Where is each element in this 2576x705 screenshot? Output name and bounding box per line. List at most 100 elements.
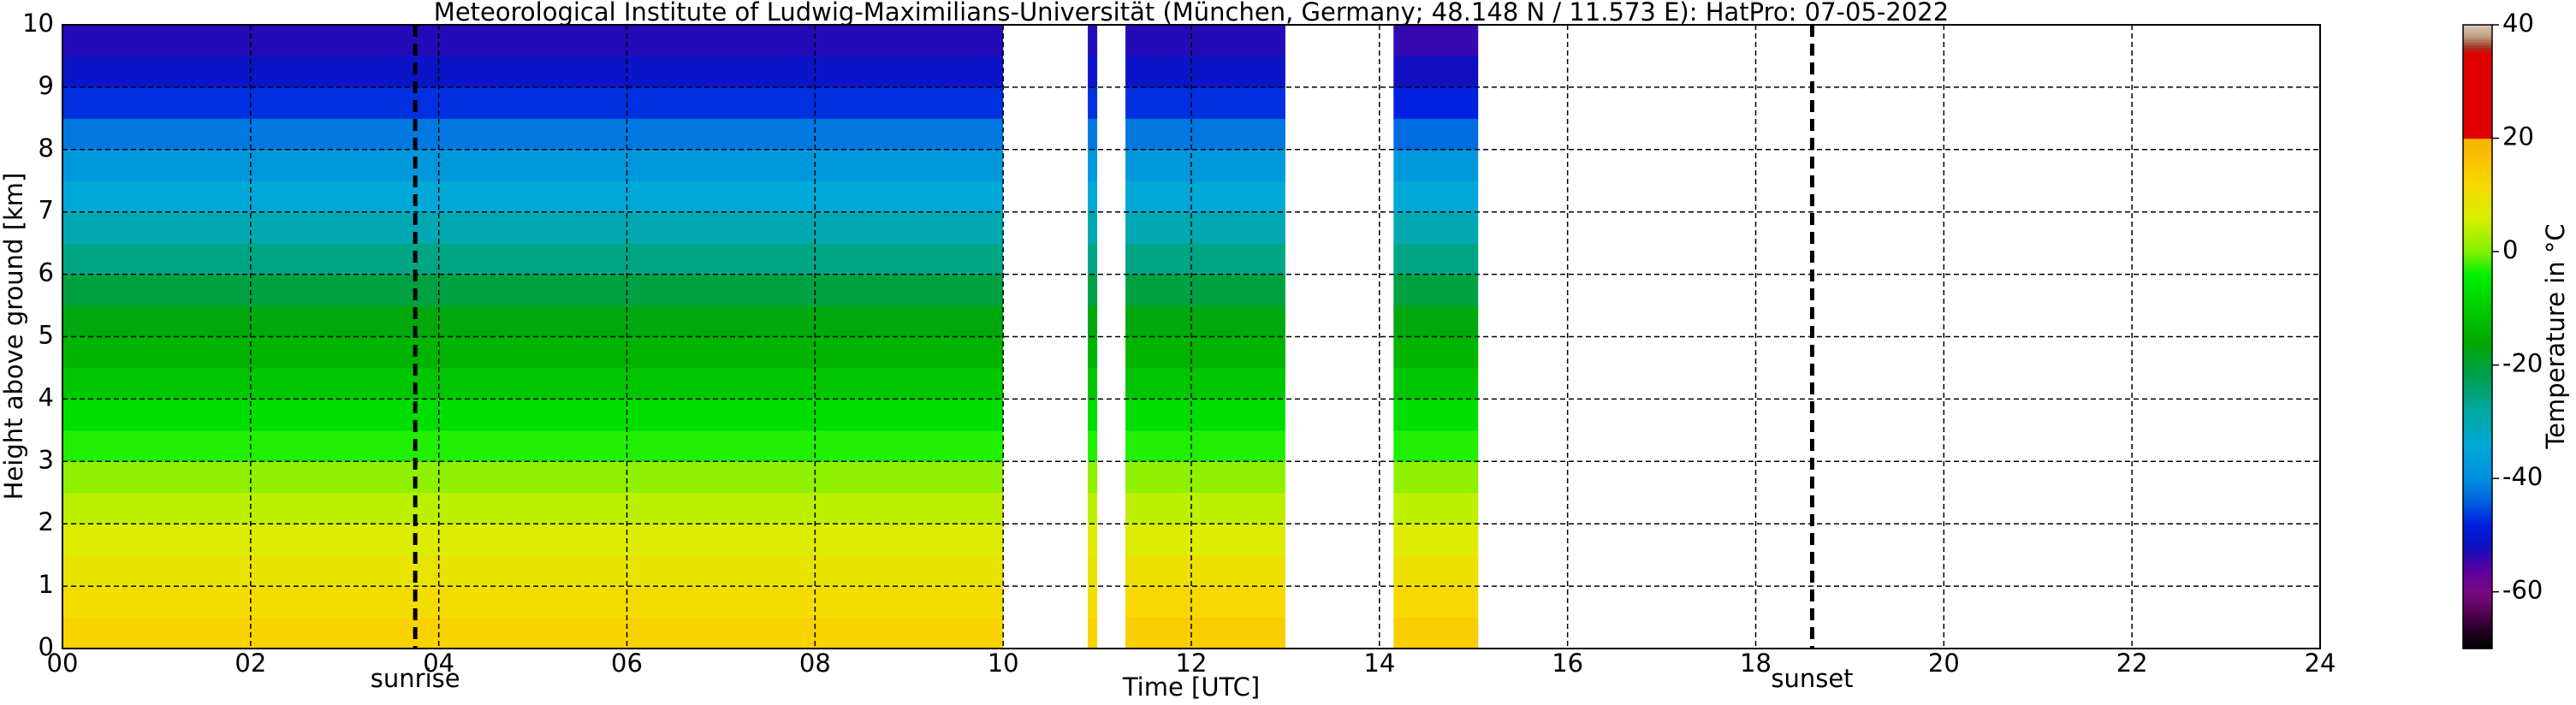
y-tick-label: 4	[39, 382, 54, 412]
colorbar-cell	[2463, 27, 2492, 32]
heatmap-cell	[1393, 430, 1479, 462]
heatmap-cell	[62, 430, 1004, 462]
heatmap-cell	[1088, 305, 1098, 337]
heatmap-cell	[1393, 554, 1479, 587]
colorbar-cell	[2463, 427, 2492, 431]
colorbar-cell	[2463, 288, 2492, 293]
colorbar-cell	[2463, 276, 2492, 281]
heatmap-cell	[1088, 336, 1098, 369]
colorbar-cell	[2463, 297, 2492, 301]
y-tick-label: 2	[39, 507, 54, 536]
colorbar-cell	[2463, 90, 2492, 94]
heatmap-cell	[62, 117, 1004, 151]
heatmap-cell	[62, 149, 1004, 181]
heatmap-cell	[1088, 180, 1098, 213]
heatmap-cell	[1088, 117, 1098, 151]
heatmap-cell	[1088, 460, 1098, 494]
heatmap-cell	[1125, 554, 1285, 587]
colorbar-cell	[2463, 86, 2492, 91]
colorbar-cell	[2463, 396, 2492, 400]
heatmap-cell	[1125, 274, 1285, 306]
heatmap-cell	[62, 554, 1004, 587]
colorbar-cell	[2463, 393, 2492, 397]
colorbar-label: Temperature in °C	[2541, 223, 2570, 449]
colorbar-cell	[2463, 450, 2492, 453]
heatmap-cell	[1125, 86, 1285, 119]
colorbar-cell	[2463, 498, 2492, 502]
colorbar-cell	[2463, 56, 2492, 60]
colorbar-cell	[2463, 50, 2492, 54]
heatmap-cell	[62, 617, 1004, 649]
colorbar-cell	[2463, 470, 2492, 474]
colorbar-cell	[2463, 532, 2492, 536]
colorbar-cell	[2463, 537, 2492, 542]
y-tick-label: 8	[39, 133, 54, 163]
colorbar-cell	[2463, 524, 2492, 528]
colorbar-cell	[2463, 345, 2492, 349]
colorbar-cell	[2463, 611, 2492, 615]
heatmap-cell	[62, 492, 1004, 524]
colorbar-cell	[2463, 430, 2492, 434]
y-tick-label: 0	[39, 632, 54, 661]
y-tick-label: 10	[22, 9, 54, 38]
colorbar-cell	[2463, 222, 2492, 227]
heatmap-cell	[62, 336, 1004, 369]
colorbar-cell	[2463, 572, 2492, 576]
heatmap-cell	[1125, 523, 1285, 556]
colorbar-cell	[2463, 116, 2492, 119]
heatmap-cell	[1393, 585, 1479, 619]
colorbar-cell	[2463, 501, 2492, 505]
colorbar-cell	[2463, 317, 2492, 321]
colorbar-cell	[2463, 483, 2492, 488]
colorbar-cell	[2463, 347, 2492, 352]
heatmap-cell	[62, 211, 1004, 244]
y-tick-label: 1	[39, 570, 54, 599]
colorbar-tick-label: 0	[2502, 235, 2518, 264]
colorbar-cell	[2463, 166, 2492, 170]
colorbar-cell	[2463, 313, 2492, 317]
heatmap-cell	[1088, 274, 1098, 306]
x-tick-label: 22	[2116, 649, 2148, 678]
colorbar-cell	[2463, 237, 2492, 241]
colorbar-cell	[2463, 597, 2492, 601]
heatmap-cell	[1393, 211, 1479, 244]
colorbar-cell	[2463, 543, 2492, 548]
y-tick-label: 9	[39, 71, 54, 100]
heatmap-cell	[1088, 367, 1098, 400]
colorbar-cell	[2463, 509, 2492, 513]
colorbar-cell	[2463, 489, 2492, 494]
colorbar-cell	[2463, 637, 2492, 641]
colorbar-cell	[2463, 563, 2492, 567]
heatmap-cell	[1125, 336, 1285, 369]
heatmap-cell	[1393, 86, 1479, 119]
heatmap-cell	[1393, 492, 1479, 524]
colorbar-cell	[2463, 617, 2492, 621]
colorbar-cell	[2463, 41, 2492, 45]
colorbar-cell	[2463, 305, 2492, 309]
colorbar-cell	[2463, 549, 2492, 553]
colorbar-cell	[2463, 444, 2492, 448]
heatmap-cell	[1125, 117, 1285, 151]
chart-title: Meteorological Institute of Ludwig-Maxim…	[434, 0, 1949, 27]
colorbar-cell	[2463, 342, 2492, 347]
colorbar-cell	[2463, 418, 2492, 423]
colorbar-cell	[2463, 194, 2492, 198]
colorbar-cell	[2463, 367, 2492, 371]
colorbar-cell	[2463, 81, 2492, 86]
colorbar-cell	[2463, 390, 2492, 394]
colorbar-tick-label: 40	[2502, 9, 2534, 38]
colorbar-cell	[2463, 586, 2492, 590]
colorbar-cell	[2463, 362, 2492, 366]
colorbar-cell	[2463, 155, 2492, 159]
colorbar-cell	[2463, 260, 2492, 264]
heatmap-cell	[1125, 430, 1285, 462]
colorbar-cell	[2463, 181, 2492, 185]
colorbar-tick-label: -20	[2502, 349, 2543, 378]
colorbar-cell	[2463, 424, 2492, 429]
heatmap-cell	[1088, 24, 1098, 56]
colorbar-cell	[2463, 293, 2492, 298]
colorbar-frame	[2462, 24, 2493, 649]
heatmap-cell	[62, 585, 1004, 619]
colorbar-cell	[2463, 600, 2492, 604]
heatmap-cell	[1125, 149, 1285, 181]
